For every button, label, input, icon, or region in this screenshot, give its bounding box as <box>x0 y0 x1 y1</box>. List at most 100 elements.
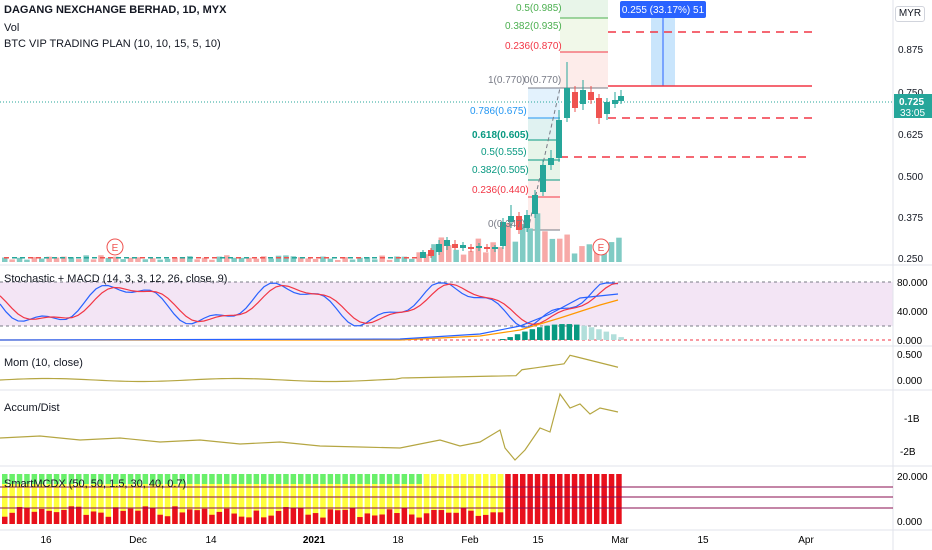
candle-body <box>516 216 522 230</box>
smart-yellow <box>120 484 126 524</box>
smart-red <box>497 512 504 524</box>
smart-red <box>520 474 526 524</box>
earnings-marker-2[interactable]: E <box>592 238 610 256</box>
candle-body <box>132 257 137 259</box>
smart-red <box>2 516 8 524</box>
accum-legend[interactable]: Accum/Dist <box>4 402 60 414</box>
candle-body <box>404 257 409 259</box>
macd-histogram-bar <box>603 331 610 340</box>
smart-green <box>157 474 163 484</box>
volume-bar <box>135 257 141 262</box>
smart-red <box>549 474 556 524</box>
volume-bar <box>586 244 593 262</box>
svg-text:-2B: -2B <box>900 447 916 458</box>
smart-yellow <box>468 474 474 490</box>
smart-scale[interactable]: 20.000 0.000 <box>897 472 928 528</box>
volume-bar <box>520 223 526 262</box>
volume-bar <box>409 258 415 262</box>
volume-bar <box>497 247 504 262</box>
volume-bar <box>557 238 563 262</box>
smart-red <box>83 514 89 524</box>
measure-badge[interactable]: 0.255 (33.17%) 51 <box>620 1 706 18</box>
smart-red <box>335 510 341 524</box>
smart-green <box>53 474 60 484</box>
volume-bar <box>342 257 348 262</box>
smart-yellow <box>320 484 326 524</box>
symbol-title[interactable]: DAGANG NEXCHANGE BERHAD, 1D, MYX <box>4 4 227 16</box>
smart-green <box>120 474 126 484</box>
accum-dist-line <box>0 392 619 461</box>
time-axis[interactable]: 16 Dec 14 2021 18 Feb 15 Mar 15 Apr <box>40 535 814 546</box>
smart-red <box>105 516 112 524</box>
accum-scale[interactable]: -1B -2B <box>900 414 920 458</box>
volume-bar <box>549 238 556 262</box>
volume-bar <box>379 255 385 262</box>
macd-histogram-bar <box>581 325 587 340</box>
smart-green <box>209 474 215 484</box>
candle-body <box>44 257 49 259</box>
svg-text:0.255 (33.17%) 51: 0.255 (33.17%) 51 <box>622 5 705 16</box>
candle-body <box>388 257 393 259</box>
smart-yellow <box>39 484 45 524</box>
candles <box>4 62 624 259</box>
candle-body <box>604 102 610 114</box>
candle-body <box>164 257 169 259</box>
volume-bar <box>31 257 38 262</box>
smart-green <box>76 474 82 484</box>
time-tick-7: Mar <box>611 535 629 546</box>
volume-bar <box>616 237 622 262</box>
volume-bar <box>98 255 104 262</box>
currency-button[interactable]: MYR <box>895 6 925 22</box>
smart-green <box>357 474 363 484</box>
volume-legend[interactable]: Vol <box>4 22 20 34</box>
smart-yellow <box>209 484 215 524</box>
stoch-legend[interactable]: Stochastic + MACD (14, 3, 3, 12, 26, clo… <box>4 273 228 285</box>
volume-bar <box>194 259 200 262</box>
earnings-marker-1[interactable]: E <box>106 238 124 256</box>
volume-bar <box>394 256 400 262</box>
volume-bar <box>83 255 89 262</box>
smart-yellow <box>76 484 82 524</box>
smart-yellow <box>164 484 171 524</box>
volume-bar <box>238 257 245 262</box>
candle-body <box>244 257 249 259</box>
smart-yellow <box>423 474 430 490</box>
smart-yellow <box>172 484 178 524</box>
momentum-line <box>0 354 619 383</box>
smart-green <box>283 474 289 484</box>
smart-red <box>364 513 371 524</box>
price-scale[interactable]: 0.875 0.750 0.625 0.500 0.375 0.250 <box>898 45 923 265</box>
smart-red <box>127 508 134 524</box>
volume-bar <box>468 250 474 262</box>
price-tick-2: 0.625 <box>898 130 923 141</box>
candle-body <box>260 257 265 259</box>
volume-bar <box>16 257 23 262</box>
mom-scale[interactable]: 0.500 0.000 <box>897 350 922 387</box>
candle-body <box>596 98 602 118</box>
volume-bar <box>224 255 230 262</box>
candle-body <box>396 257 401 259</box>
macd-histogram-bar <box>574 324 580 340</box>
mom-legend[interactable]: Mom (10, close) <box>4 357 83 369</box>
volume-bar <box>209 259 215 262</box>
volume-bar <box>283 255 289 262</box>
volume-bar <box>579 246 585 262</box>
smart-red <box>594 474 600 524</box>
smart-yellow <box>379 484 385 524</box>
stoch-scale[interactable]: 80.000 40.000 0.000 <box>897 278 928 347</box>
candle-body <box>564 88 570 118</box>
strategy-legend[interactable]: BTC VIP TRADING PLAN (10, 10, 15, 5, 10) <box>4 38 221 50</box>
smart-red <box>76 506 82 524</box>
smartmcdx-legend[interactable]: SmartMCDX (50, 50, 1.5, 30, 40, 0.7) <box>4 478 187 490</box>
volume-bar <box>253 258 260 262</box>
smart-green <box>172 474 178 484</box>
volume-bar <box>601 251 607 262</box>
smart-yellow <box>372 484 378 524</box>
candle-body <box>580 90 586 104</box>
time-tick-6: 15 <box>532 535 544 546</box>
macd-histogram-bar <box>611 334 617 340</box>
candle-body <box>468 247 474 249</box>
smart-red <box>527 474 533 524</box>
smart-red <box>142 506 149 524</box>
